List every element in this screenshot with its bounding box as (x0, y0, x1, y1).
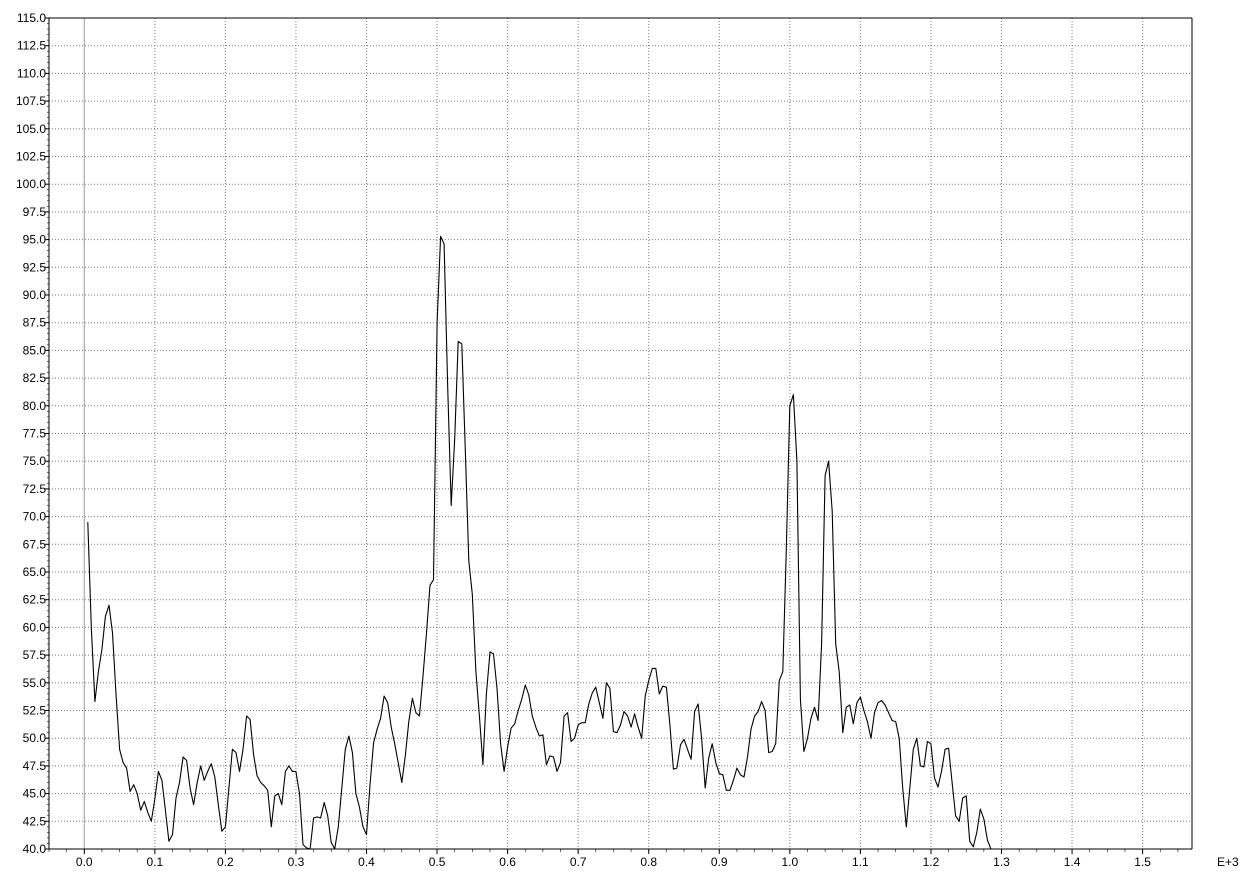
y-tick-label: 70.0 (23, 510, 47, 524)
x-tick-label: 1.1 (852, 855, 869, 866)
series-layer (87, 235, 992, 850)
x-tick-label: 0.5 (429, 855, 446, 866)
series-line (87, 235, 992, 850)
y-tick-label: 47.5 (23, 759, 47, 773)
y-tick-label: 75.0 (23, 454, 47, 468)
y-tick-label: 100.0 (16, 177, 46, 191)
y-tick-label: 105.0 (16, 122, 46, 136)
y-tick-label: 55.0 (23, 676, 47, 690)
y-tick-label: 112.5 (17, 39, 46, 53)
x-tick-label: 0.4 (358, 855, 375, 866)
x-tick-label: 1.5 (1134, 855, 1151, 866)
y-tick-label: 57.5 (23, 648, 47, 662)
y-tick-label: 65.0 (23, 565, 47, 579)
x-tick-label: 0.1 (146, 855, 163, 866)
y-tick-label: 97.5 (23, 205, 47, 219)
y-tick-label: 82.5 (23, 371, 47, 385)
x-tick-label: 0.2 (217, 855, 234, 866)
x-tick-label: 0.0 (76, 855, 93, 866)
y-tick-label: 80.0 (23, 399, 47, 413)
x-tick-label: 0.9 (711, 855, 728, 866)
y-tick-label: 42.5 (23, 814, 47, 828)
y-tick-label: 110.0 (17, 66, 46, 80)
y-tick-label: 85.0 (23, 343, 47, 357)
x-tick-label: 0.8 (640, 855, 657, 866)
y-tick-label: 77.5 (23, 427, 47, 441)
y-tick-label: 45.0 (23, 787, 47, 801)
y-tick-label: 95.0 (23, 233, 47, 247)
y-tick-label: 50.0 (23, 731, 47, 745)
y-tick-label: 72.5 (23, 482, 47, 496)
x-tick-label: 0.3 (288, 855, 305, 866)
x-tick-label: 0.6 (499, 855, 516, 866)
y-tick-label: 115.0 (17, 11, 46, 25)
y-tick-label: 87.5 (23, 316, 47, 330)
x-axis-multiplier-label: E+3 (1217, 855, 1239, 866)
y-tick-label: 90.0 (23, 288, 47, 302)
x-tick-label: 1.4 (1064, 855, 1081, 866)
x-tick-label: 1.3 (993, 855, 1010, 866)
y-tick-label: 92.5 (23, 260, 47, 274)
y-tick-label: 62.5 (23, 593, 47, 607)
x-tick-label: 0.7 (570, 855, 587, 866)
y-tick-label: 107.5 (16, 94, 46, 108)
y-tick-label: 102.5 (16, 150, 46, 164)
y-tick-label: 60.0 (23, 620, 47, 634)
y-tick-label: 40.0 (23, 842, 47, 856)
grid (49, 18, 1192, 849)
x-tick-label: 1.0 (781, 855, 798, 866)
y-tick-label: 67.5 (23, 537, 47, 551)
x-tick-label: 1.2 (923, 855, 940, 866)
y-tick-label: 52.5 (23, 704, 47, 718)
